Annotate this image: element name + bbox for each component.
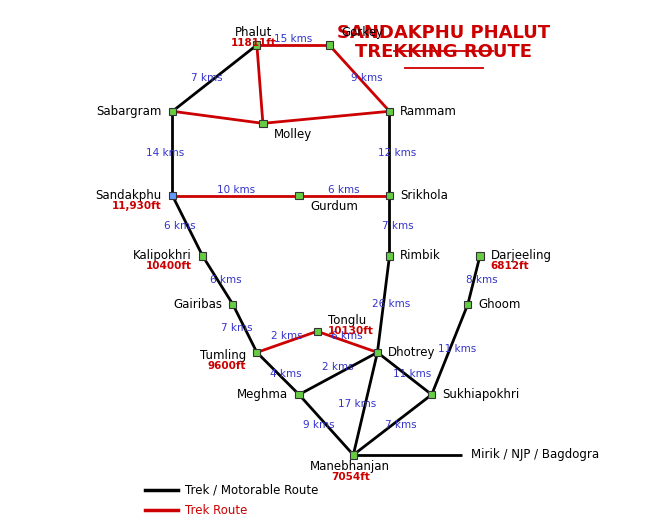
Text: Darjeeling: Darjeeling [491, 249, 552, 262]
Text: 7054ft: 7054ft [331, 472, 370, 482]
Text: Phalut: Phalut [235, 26, 272, 40]
Text: 10400ft: 10400ft [146, 261, 192, 271]
FancyBboxPatch shape [229, 300, 236, 308]
Text: Tonglu: Tonglu [328, 314, 366, 327]
FancyBboxPatch shape [428, 391, 436, 398]
Text: 17 kms: 17 kms [338, 398, 377, 408]
Text: Dhotrey: Dhotrey [388, 346, 436, 359]
Text: 7 kms: 7 kms [191, 73, 222, 83]
Text: 4 kms: 4 kms [270, 368, 302, 378]
Text: 15 kms: 15 kms [274, 34, 312, 44]
Text: SANDAKPHU PHALUT: SANDAKPHU PHALUT [337, 24, 550, 42]
Text: 11 kms: 11 kms [438, 345, 477, 354]
FancyBboxPatch shape [199, 252, 206, 260]
Text: Sukhiapokhri: Sukhiapokhri [443, 388, 520, 401]
FancyBboxPatch shape [259, 120, 266, 127]
Text: Kalipokhri: Kalipokhri [133, 249, 192, 262]
Text: 7 kms: 7 kms [384, 420, 416, 430]
FancyBboxPatch shape [386, 252, 393, 260]
Text: Gairibas: Gairibas [173, 298, 222, 311]
Text: Gurdum: Gurdum [310, 200, 358, 213]
Text: 7 kms: 7 kms [221, 323, 253, 333]
Text: 12 kms: 12 kms [379, 149, 417, 159]
Text: 8 kms: 8 kms [466, 275, 497, 285]
Text: 14 kms: 14 kms [146, 149, 184, 159]
Text: Ghoom: Ghoom [479, 298, 521, 311]
Text: 6 kms: 6 kms [331, 331, 363, 341]
Text: Manebhanjan: Manebhanjan [310, 461, 390, 473]
Text: 2 kms: 2 kms [271, 331, 303, 341]
FancyBboxPatch shape [253, 349, 260, 356]
Text: 6 kms: 6 kms [164, 221, 195, 231]
FancyBboxPatch shape [314, 328, 321, 335]
Text: 9600ft: 9600ft [207, 360, 246, 370]
Text: Mirik / NJP / Bagdogra: Mirik / NJP / Bagdogra [471, 448, 599, 462]
Text: 26 kms: 26 kms [372, 299, 411, 309]
Text: TREKKING ROUTE: TREKKING ROUTE [356, 43, 532, 61]
Text: Gorkey: Gorkey [341, 26, 383, 40]
Text: Rimbik: Rimbik [400, 249, 441, 262]
Text: Srikhola: Srikhola [400, 189, 448, 202]
FancyBboxPatch shape [295, 192, 302, 199]
FancyBboxPatch shape [295, 391, 302, 398]
FancyBboxPatch shape [325, 41, 333, 48]
Text: 11 kms: 11 kms [393, 368, 432, 378]
Text: Molley: Molley [274, 128, 312, 141]
Text: 11,930ft: 11,930ft [112, 201, 161, 211]
Text: Sandakphu: Sandakphu [95, 189, 161, 202]
Text: 6 kms: 6 kms [329, 184, 360, 194]
Text: Trek / Motorable Route: Trek / Motorable Route [184, 483, 318, 496]
FancyBboxPatch shape [253, 41, 260, 48]
Text: 6 kms: 6 kms [210, 275, 241, 285]
Text: 10 kms: 10 kms [216, 184, 255, 194]
Text: 6812ft: 6812ft [491, 261, 529, 271]
Text: 11811ft: 11811ft [231, 38, 277, 48]
FancyBboxPatch shape [464, 300, 472, 308]
Text: 7 kms: 7 kms [382, 221, 413, 231]
Text: Sabargram: Sabargram [96, 105, 161, 118]
FancyBboxPatch shape [386, 192, 393, 199]
FancyBboxPatch shape [374, 349, 381, 356]
Text: Rammam: Rammam [400, 105, 457, 118]
Text: 2 kms: 2 kms [323, 363, 354, 373]
FancyBboxPatch shape [350, 451, 357, 458]
Text: 9 kms: 9 kms [302, 420, 334, 430]
FancyBboxPatch shape [169, 192, 176, 199]
Text: Tumling: Tumling [200, 349, 246, 362]
FancyBboxPatch shape [169, 108, 176, 115]
Text: Trek Route: Trek Route [184, 504, 247, 517]
Text: 9 kms: 9 kms [352, 73, 383, 83]
Text: Meghma: Meghma [237, 388, 288, 401]
FancyBboxPatch shape [386, 108, 393, 115]
Text: 10130ft: 10130ft [328, 326, 374, 336]
FancyBboxPatch shape [476, 252, 483, 260]
